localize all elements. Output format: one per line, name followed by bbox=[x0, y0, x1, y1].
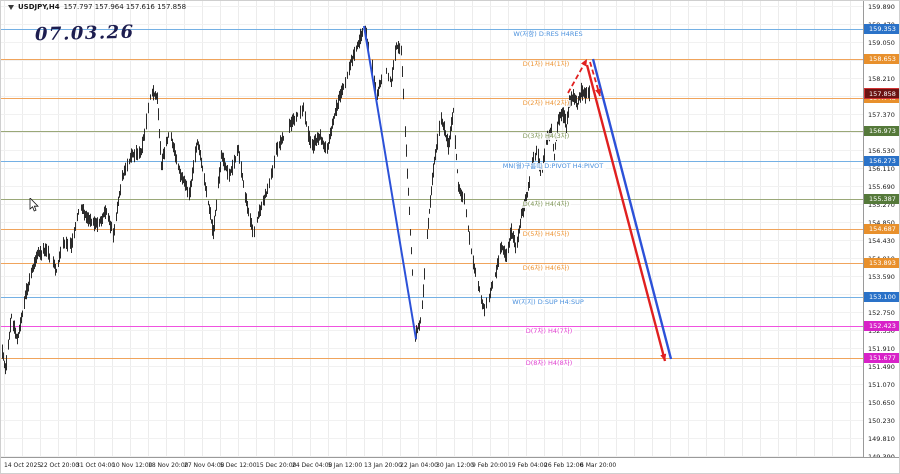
price-tick-label: 159.050 bbox=[868, 39, 895, 47]
price-tick-label: 152.750 bbox=[868, 309, 895, 317]
price-tick-label: 157.370 bbox=[868, 111, 895, 119]
price-tick-label: 151.490 bbox=[868, 363, 895, 371]
forecast-red-arrow-head bbox=[660, 353, 667, 361]
time-tick-label: 14 Oct 2025 bbox=[4, 462, 42, 469]
level-price-chip-8: 153.893 bbox=[864, 258, 899, 268]
price-tick-label: 156.110 bbox=[868, 165, 895, 173]
level-price-chip-4: 156.973 bbox=[864, 126, 899, 136]
candlestick-series bbox=[2, 25, 590, 375]
time-tick-label: 24 Dec 04:00 bbox=[292, 462, 333, 469]
time-tick-label: 13 Jan 20:00 bbox=[364, 462, 402, 469]
chart-plot-area[interactable]: USDJPY,H4 157.797 157.964 157.616 157.85… bbox=[1, 1, 863, 457]
handwritten-date-annotation[interactable]: 07.03.26 bbox=[34, 21, 135, 46]
price-tick-label: 152.330 bbox=[868, 327, 895, 335]
price-tick-label: 156.530 bbox=[868, 147, 895, 155]
level-label-9[interactable]: W(지지) D:SUP H4:SUP bbox=[510, 298, 586, 306]
level-label-2[interactable]: D(1차) H4(1차) bbox=[520, 60, 572, 68]
price-tick-label: 149.810 bbox=[868, 435, 895, 443]
level-label-5[interactable]: MN(월)구름띠 D:PIVOT H4:PIVOT bbox=[500, 162, 606, 170]
bid-price-label: 157.858 bbox=[864, 88, 899, 99]
impulse-down-line[interactable] bbox=[363, 25, 417, 340]
time-tick-label: 6 Mar 20:00 bbox=[580, 462, 617, 469]
level-price-chip-9: 153.100 bbox=[864, 292, 899, 302]
price-tick-label: 154.850 bbox=[868, 219, 895, 227]
price-tick-label: 150.230 bbox=[868, 417, 895, 425]
symbol-timeframe-label: USDJPY,H4 bbox=[18, 3, 60, 11]
level-price-chip-2: 158.653 bbox=[864, 54, 899, 64]
time-axis[interactable]: 14 Oct 2025 22 Oct 20:00 31 Oct 04:00 10 No… bbox=[1, 457, 899, 473]
price-tick-label: 154.430 bbox=[868, 237, 895, 245]
price-tick-label: 153.590 bbox=[868, 273, 895, 281]
chart-title-bar: USDJPY,H4 157.797 157.964 157.616 157.85… bbox=[8, 3, 186, 11]
forecast-red-arrow[interactable] bbox=[585, 64, 667, 362]
level-price-chip-1: 159.353 bbox=[864, 24, 899, 34]
price-axis[interactable]: 159.890159.470159.050158.630158.210157.7… bbox=[863, 1, 899, 461]
price-tick-label: 158.210 bbox=[868, 75, 895, 83]
level-price-chip-10: 152.423 bbox=[864, 321, 899, 331]
price-tick-label: 155.270 bbox=[868, 201, 895, 209]
time-tick-label: 9 Feb 20:00 bbox=[472, 462, 508, 469]
pullback-down-arrow-head bbox=[595, 88, 601, 96]
level-price-chip-7: 154.687 bbox=[864, 224, 899, 234]
price-tick-label: 155.690 bbox=[868, 183, 895, 191]
time-tick-label: 26 Feb 12:00 bbox=[544, 462, 584, 469]
level-label-8[interactable]: D(6차) H4(6차) bbox=[520, 264, 572, 272]
price-chart-canvas bbox=[1, 1, 863, 457]
chart-marker-icon bbox=[8, 4, 14, 10]
time-tick-label: 15 Dec 20:00 bbox=[256, 462, 297, 469]
level-price-chip-5: 156.273 bbox=[864, 156, 899, 166]
level-label-3[interactable]: D(2차) H4(2차) bbox=[520, 99, 572, 107]
level-price-chip-6: 155.387 bbox=[864, 194, 899, 204]
time-tick-label: 22 Jan 04:00 bbox=[400, 462, 438, 469]
level-label-10[interactable]: D(7차) H4(7차) bbox=[523, 327, 575, 335]
level-label-4[interactable]: D(3차) H4(3차) bbox=[520, 132, 572, 140]
price-tick-label: 159.890 bbox=[868, 3, 895, 11]
level-label-6[interactable]: D(4차) H4(4차) bbox=[520, 200, 572, 208]
time-tick-label: 18 Nov 20:00 bbox=[148, 462, 189, 469]
time-tick-label: 27 Nov 04:00 bbox=[184, 462, 225, 469]
time-tick-label: 30 Jan 12:00 bbox=[436, 462, 474, 469]
price-tick-label: 151.910 bbox=[868, 345, 895, 353]
ohlc-values: 157.797 157.964 157.616 157.858 bbox=[63, 3, 187, 11]
pullback-up-arrow-head bbox=[581, 59, 587, 67]
price-tick-label: 150.650 bbox=[868, 399, 895, 407]
level-label-1[interactable]: W(저항) D:RES H4RES bbox=[511, 30, 585, 38]
time-tick-label: 10 Nov 12:00 bbox=[112, 462, 153, 469]
forecast-blue-line[interactable] bbox=[591, 58, 673, 360]
time-tick-label: 22 Oct 20:00 bbox=[40, 462, 80, 469]
price-tick-label: 151.070 bbox=[868, 381, 895, 389]
level-price-chip-11: 151.677 bbox=[864, 353, 899, 363]
mouse-cursor-icon bbox=[29, 198, 39, 212]
time-tick-label: 5 Dec 12:00 bbox=[220, 462, 257, 469]
time-tick-label: 5 Jan 12:00 bbox=[328, 462, 363, 469]
time-tick-label: 19 Feb 04:00 bbox=[508, 462, 548, 469]
level-label-11[interactable]: D(8차) H4(8차) bbox=[523, 359, 575, 367]
level-label-7[interactable]: D(5차) H4(5차) bbox=[520, 230, 572, 238]
pullback-down-arrow[interactable] bbox=[589, 61, 601, 97]
time-tick-label: 31 Oct 04:00 bbox=[76, 462, 116, 469]
